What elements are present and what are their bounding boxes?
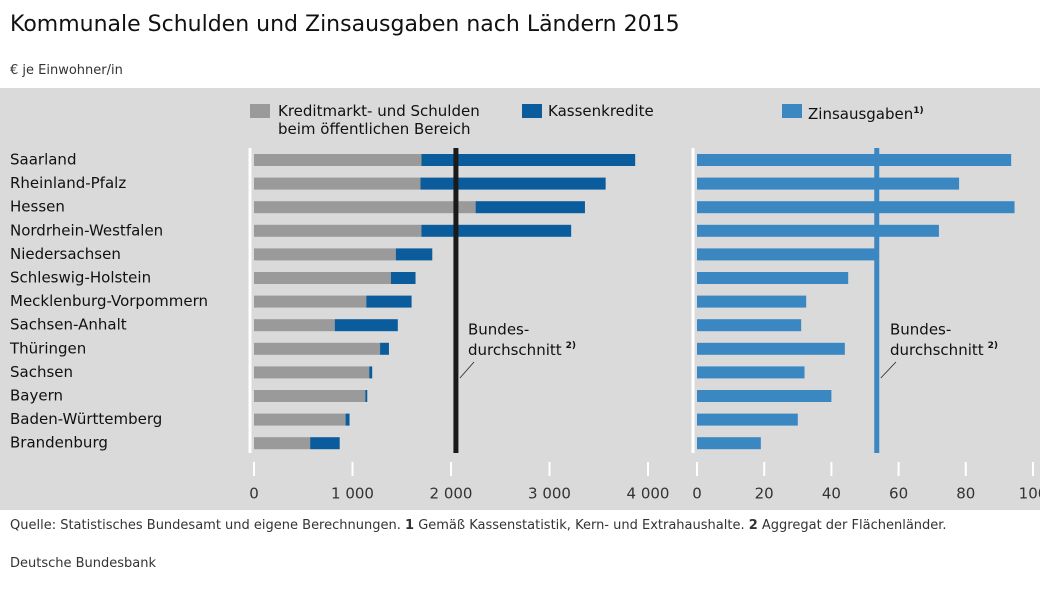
average-label: Bundes- [890,321,951,339]
bar [310,437,340,450]
bar [254,319,335,332]
bar [254,201,476,214]
bar [345,413,350,426]
bar [369,366,373,379]
bar [254,224,422,237]
category-label: Niedersachsen [10,245,121,263]
average-label-line: durchschnitt [468,341,562,359]
publisher: Deutsche Bundesbank [10,556,157,571]
bar [380,342,389,355]
x-tick-label: 20 [755,485,774,503]
legend-swatch [522,104,542,118]
bar [697,390,832,402]
x-tick-label: 60 [889,485,908,503]
legend-swatch [250,104,270,118]
average-label: durchschnitt 2) [890,341,998,359]
note-number: 1 [405,518,415,533]
x-tick-label: 100 [1019,485,1040,503]
note-text: Aggregat der Flächenländer. [761,518,947,533]
bar [697,319,802,332]
legend-swatch [782,104,802,118]
bar [366,295,412,308]
bar [421,224,572,237]
legend-item: Kassenkredite [548,102,698,120]
bar [475,201,585,214]
bar [365,390,368,402]
category-label: Rheinland-Pfalz [10,174,126,192]
bar [254,437,311,450]
category-label: Saarland [10,151,76,169]
bar [697,272,849,284]
x-tick-label: 3 000 [528,485,571,503]
category-label: Sachsen-Anhalt [10,316,127,334]
legend-label: Kreditmarkt- und Schulden beim öffentlic… [278,102,480,138]
bar [697,248,876,261]
note-text: Gemäß Kassenstatistik, Kern- und Extraha… [418,518,745,533]
footnote-marker: 1) [913,106,924,116]
source: Quelle: Statistisches Bundesamt und eige… [10,518,401,533]
bar [254,248,396,261]
legend-label: Zinsausgaben [808,105,914,123]
category-label: Nordrhein-Westfalen [10,221,163,239]
bar [697,437,761,450]
footnote-marker: 2) [566,341,576,351]
average-label: durchschnitt 2) [468,341,576,359]
bar [254,272,391,284]
subtitle: € je Einwohner/in [10,63,123,78]
note-number: 2 [748,518,758,533]
average-label-line: durchschnitt [890,341,984,359]
average-label: Bundes- [468,321,529,339]
leader-line [880,361,897,379]
x-tick-label: 2 000 [430,485,473,503]
bar [254,390,366,402]
category-label: Bayern [10,387,63,405]
bar [334,319,398,332]
x-tick-label: 0 [692,485,702,503]
leader-line [459,361,475,379]
bar [254,154,422,166]
footnote-marker: 2) [988,341,998,351]
bar [697,342,845,355]
bar [697,295,807,308]
bar [421,154,636,166]
bar [254,342,381,355]
bar [254,295,367,308]
legend-item: Kreditmarkt- und Schulden beim öffentlic… [278,102,508,138]
bar [254,177,421,190]
category-label: Schleswig-Holstein [10,269,151,287]
category-label: Thüringen [9,339,86,357]
x-tick-label: 4 000 [627,485,670,503]
footnotes: Quelle: Statistisches Bundesamt und eige… [10,518,1035,534]
x-tick-label: 40 [822,485,841,503]
bar [254,413,346,426]
bar [697,177,960,190]
bar [420,177,606,190]
category-label: Sachsen [10,363,73,381]
bar [254,366,370,379]
bar [395,248,433,261]
x-tick-label: 80 [956,485,975,503]
legend-label: Kassenkredite [548,102,654,120]
category-label: Mecklenburg-Vorpommern [10,292,208,310]
legend-item: Zinsausgaben1) [808,102,1008,123]
x-tick-label: 1 000 [331,485,374,503]
bar [697,413,798,426]
bar [697,224,939,237]
bar [697,366,805,379]
bar [390,272,416,284]
title: Kommunale Schulden und Zinsausgaben nach… [10,12,680,37]
bar [697,154,1012,166]
x-tick-label: 0 [249,485,259,503]
category-label: Brandenburg [10,434,108,452]
category-label: Baden-Württemberg [10,410,162,428]
category-label: Hessen [10,198,65,216]
bar [697,201,1015,214]
